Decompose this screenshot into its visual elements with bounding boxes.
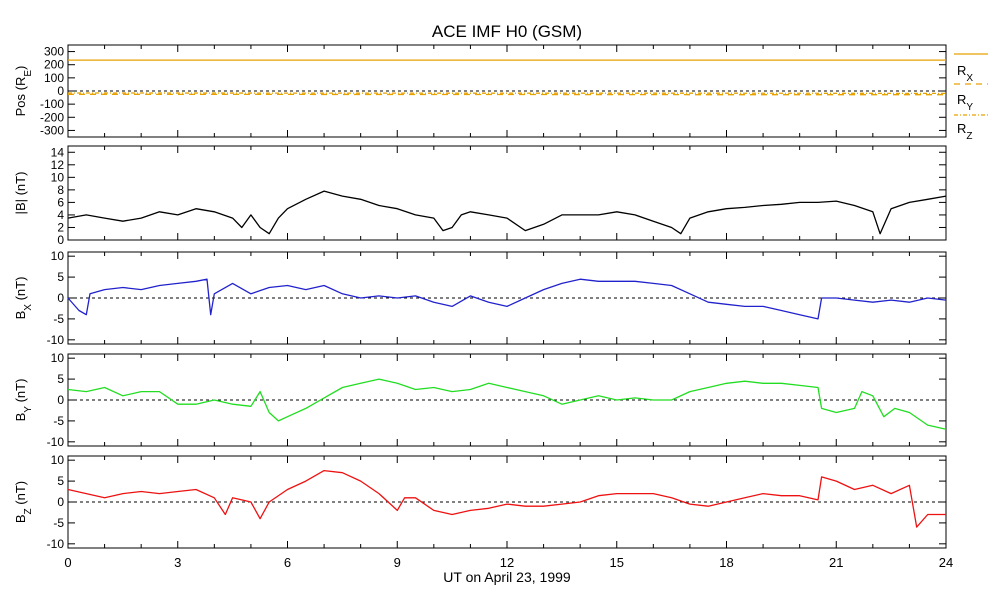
y-tick-label: 5 (57, 474, 64, 488)
x-tick-label: 12 (500, 555, 514, 570)
y-tick-label: 2 (57, 220, 64, 234)
y-axis-label-bz: BZ (nT) (13, 481, 34, 523)
panel-by: 10 5 0 -5 -10 BY (nT) (13, 351, 947, 449)
y-axis-label-by: BY (nT) (13, 379, 34, 422)
x-tick-label: 9 (394, 555, 401, 570)
y-tick-label: 5 (57, 372, 64, 386)
y-axis-label-pos: Pos (RE) (13, 66, 34, 117)
y-tick-label: -300 (40, 123, 64, 137)
legend-label-1: RY (957, 92, 973, 113)
y-tick-label: -5 (53, 516, 64, 530)
y-tick-label: 100 (44, 71, 64, 85)
panel-bx: 10 5 0 -5 -10 BX (nT) (13, 249, 947, 347)
series-line-bz-0 (67, 469, 946, 528)
y-tick-label: 0 (57, 393, 64, 407)
chart-title: ACE IMF H0 (GSM) (432, 22, 582, 41)
y-tick-label: 10 (51, 249, 65, 263)
series-line-by-0 (67, 378, 947, 430)
y-tick-label: 10 (51, 453, 65, 467)
x-tick-label: 6 (284, 555, 291, 570)
y-tick-label: -10 (47, 435, 65, 449)
y-tick-label: 200 (44, 58, 64, 72)
y-tick-label: 10 (51, 170, 65, 184)
x-tick-label: 0 (64, 555, 71, 570)
legend: RX RY RZ (954, 53, 988, 142)
y-tick-label: 6 (57, 195, 64, 209)
y-tick-label: -5 (53, 414, 64, 428)
series-line-bx-0 (67, 278, 947, 320)
y-tick-label: -5 (53, 312, 64, 326)
y-tick-label: 0 (57, 233, 64, 247)
panel-frame (67, 145, 947, 241)
y-tick-label: -10 (47, 333, 65, 347)
y-tick-label: -10 (47, 537, 65, 551)
y-tick-label: 300 (44, 45, 64, 59)
y-tick-label: 5 (57, 270, 64, 284)
x-axis-label: UT on April 23, 1999 (443, 569, 571, 585)
x-tick-label: 24 (939, 555, 953, 570)
y-axis-label-bt: |B| (nT) (13, 172, 28, 215)
x-tick-label: 21 (829, 555, 843, 570)
y-tick-label: -100 (40, 97, 64, 111)
legend-label-2: RZ (957, 121, 973, 142)
x-tick-label: 15 (610, 555, 624, 570)
y-tick-label: 0 (57, 495, 64, 509)
series-line-bt-0 (67, 190, 947, 235)
panel-bz: 10 5 0 -5 -10 BZ (nT) (13, 453, 947, 551)
x-tick-label: 18 (719, 555, 733, 570)
y-axis-label-bx: BX (nT) (13, 277, 34, 320)
y-tick-label: 0 (57, 291, 64, 305)
y-tick-label: 12 (51, 158, 65, 172)
y-tick-label: -200 (40, 110, 64, 124)
x-tick-label: 3 (174, 555, 181, 570)
y-tick-label: 0 (57, 84, 64, 98)
y-tick-label: 10 (51, 351, 65, 365)
legend-label-0: RX (957, 63, 973, 84)
y-tick-label: 14 (51, 145, 65, 159)
y-tick-label: 4 (57, 208, 64, 222)
y-tick-label: 8 (57, 183, 64, 197)
